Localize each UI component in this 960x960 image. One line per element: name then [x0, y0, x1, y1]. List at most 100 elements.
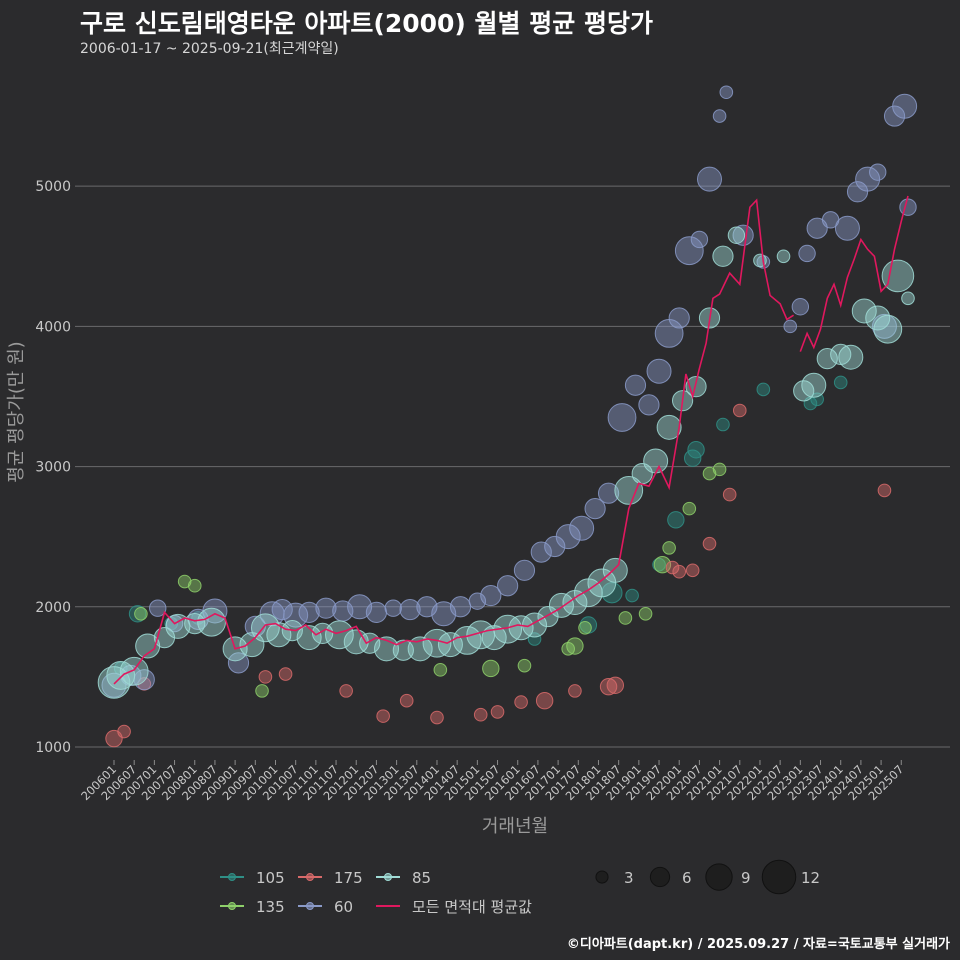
data-point: [712, 245, 734, 267]
data-point: [892, 93, 918, 119]
data-point: [347, 594, 373, 620]
data-point: [656, 414, 682, 440]
y-tick-label: 2000: [35, 600, 71, 616]
x-axis-label: 거래년월: [482, 816, 548, 837]
data-point: [899, 198, 917, 216]
data-point: [846, 181, 869, 203]
data-point: [101, 672, 127, 698]
data-point: [719, 85, 734, 100]
data-point: [776, 249, 791, 264]
data-point: [883, 105, 906, 127]
data-point: [399, 598, 421, 621]
chart-title: 구로 신도림태영타운 아파트(2000) 월별 평균 평당가: [80, 9, 653, 38]
data-point: [732, 403, 747, 418]
grid-layer: [75, 185, 950, 748]
data-point: [177, 574, 192, 589]
data-point: [422, 628, 452, 658]
data-point: [555, 524, 581, 550]
data-point: [569, 515, 595, 541]
y-axis-ticks: 1000 2000 3000 4000 5000: [35, 179, 71, 756]
legend-key-point: [228, 873, 236, 881]
data-point: [877, 483, 892, 498]
legend-key-point: [384, 873, 392, 881]
average-line-segment: [799, 195, 909, 352]
legend-label: 모든 면적대 평균값: [412, 898, 532, 916]
legend-size-label: 3: [624, 869, 634, 887]
data-point: [798, 244, 816, 263]
data-point: [315, 597, 337, 619]
data-point: [727, 226, 746, 244]
y-axis-label: 평균 평당가(만 원): [6, 341, 27, 482]
data-point: [407, 636, 433, 662]
data-point: [607, 403, 637, 432]
legend-key-point: [306, 902, 314, 910]
data-point: [712, 109, 727, 123]
data-point: [599, 677, 618, 696]
data-point: [665, 560, 680, 575]
data-point: [624, 374, 647, 396]
legend-label: 175: [334, 869, 363, 887]
data-point: [881, 259, 915, 293]
data-point: [431, 601, 457, 627]
x-axis-ticks: 2006012006072007012007072008012008072009…: [78, 760, 906, 803]
data-point: [197, 607, 226, 637]
data-point: [602, 557, 628, 583]
data-point: [128, 605, 147, 623]
data-point: [561, 642, 575, 656]
data-point: [865, 305, 891, 331]
data-point: [490, 705, 505, 719]
data-point: [119, 656, 149, 686]
data-point: [638, 394, 660, 416]
legend-size-circle: [649, 866, 671, 888]
data-point: [783, 319, 798, 334]
legend-size-circle: [761, 859, 797, 895]
legend-key-point: [306, 873, 314, 881]
data-point: [662, 541, 676, 555]
data-point: [311, 622, 334, 645]
y-tick-label: 4000: [35, 319, 71, 335]
legend-size-circle: [705, 863, 733, 891]
footer-credit: ©디아파트(dapt.kr) / 2025.09.27 / 자료=국토교통부 실…: [566, 937, 950, 952]
data-point: [513, 559, 536, 581]
data-point: [697, 166, 722, 192]
data-point: [578, 620, 592, 635]
data-point: [449, 596, 472, 618]
legend-size-label: 6: [682, 869, 692, 887]
data-point: [687, 441, 705, 459]
data-point: [399, 693, 414, 708]
data-point: [838, 344, 864, 370]
data-point: [674, 236, 704, 266]
data-point: [298, 601, 320, 623]
data-point: [667, 511, 685, 529]
data-point: [527, 632, 542, 646]
data-point: [810, 392, 824, 407]
data-point: [480, 584, 502, 607]
data-point: [535, 691, 554, 710]
data-point: [597, 482, 620, 504]
data-point: [668, 307, 690, 329]
data-point: [722, 487, 737, 502]
data-point: [587, 568, 617, 598]
data-point: [433, 663, 448, 677]
data-point: [258, 670, 273, 684]
data-point: [833, 375, 848, 390]
y-tick-label: 1000: [35, 740, 71, 756]
data-point: [149, 599, 167, 617]
data-point: [473, 707, 488, 722]
data-point: [869, 163, 887, 181]
data-point: [296, 625, 322, 651]
data-point: [702, 536, 717, 551]
data-point: [901, 291, 915, 306]
data-point: [384, 599, 402, 617]
data-point: [184, 612, 206, 635]
y-tick-label: 5000: [35, 179, 71, 195]
data-point: [873, 314, 903, 344]
data-point: [682, 501, 697, 516]
legend-size-circle: [595, 870, 609, 884]
data-point: [643, 448, 669, 474]
data-point: [756, 382, 771, 397]
average-line-segment: [113, 198, 795, 685]
data-point: [365, 601, 388, 623]
data-point: [834, 215, 860, 241]
